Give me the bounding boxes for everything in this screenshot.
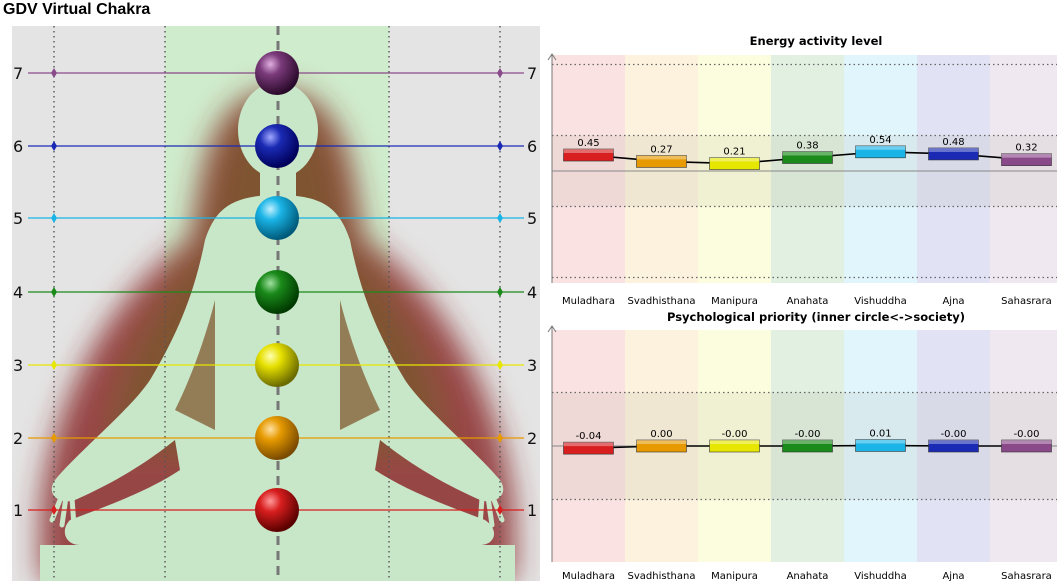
psych-bar-sahasrara[interactable] (1001, 439, 1052, 453)
energy-bar-sahasrara[interactable] (1001, 153, 1052, 166)
level-marker-left-6 (51, 141, 57, 151)
energy-category-label: Sahasrara (1001, 296, 1052, 307)
level-marker-right-7 (497, 68, 503, 78)
energy-band-muladhara (552, 55, 625, 283)
level-label-left-3: 3 (13, 356, 23, 375)
energy-band-anahata (771, 55, 844, 283)
energy-category-label: Anahata (787, 296, 829, 307)
energy-value-label: 0.21 (723, 147, 745, 158)
level-marker-right-2 (497, 433, 503, 443)
psych-bar-vishuddha[interactable] (855, 439, 906, 452)
level-label-right-5: 5 (527, 209, 537, 228)
energy-activity-chart: Energy activity level 0.45 0.27 0.21 0.38 0.… (547, 34, 1057, 307)
psych-bar-svadhisthana[interactable] (636, 439, 687, 453)
level-label-left-6: 6 (13, 137, 23, 156)
psych-gridlines (552, 391, 1057, 501)
energy-bar-vishuddha[interactable] (855, 145, 906, 159)
psych-category-label: Anahata (787, 571, 829, 581)
psych-y-axis-arrow (547, 325, 557, 333)
energy-bar-manipura[interactable] (709, 157, 760, 170)
level-marker-right-5 (497, 213, 503, 223)
energy-category-label: Manipura (711, 296, 758, 307)
level-label-right-7: 7 (527, 64, 537, 83)
psych-value-label: -0.00 (722, 429, 748, 440)
level-label-left-5: 5 (13, 209, 23, 228)
energy-band-sahasrara (990, 55, 1057, 283)
level-label-right-1: 1 (527, 501, 537, 520)
energy-gridlines (552, 63, 1057, 279)
level-marker-left-5 (51, 213, 57, 223)
chakra-sphere-muladhara[interactable] (255, 488, 299, 532)
level-marker-left-7 (51, 68, 57, 78)
energy-band-ajna (917, 55, 990, 283)
level-label-left-1: 1 (13, 501, 23, 520)
level-label-left-7: 7 (13, 64, 23, 83)
psych-category-label: Muladhara (562, 571, 615, 581)
level-marker-left-1 (51, 505, 57, 515)
psych-category-label: Sahasrara (1001, 571, 1052, 581)
level-label-right-2: 2 (527, 429, 537, 448)
level-label-left-2: 2 (13, 429, 23, 448)
level-marker-right-6 (497, 141, 503, 151)
chakra-sphere-ajna[interactable] (255, 124, 299, 168)
chakra-sphere-manipura[interactable] (255, 343, 299, 387)
energy-value-label: 0.45 (577, 138, 599, 149)
energy-value-label: 0.38 (796, 141, 818, 152)
energy-chart-title: Energy activity level (750, 34, 883, 48)
app-title: GDV Virtual Chakra (3, 1, 151, 18)
psych-value-label: 0.00 (650, 429, 672, 440)
level-label-right-3: 3 (527, 356, 537, 375)
chakra-sphere-vishuddha[interactable] (255, 196, 299, 240)
level-label-left-4: 4 (13, 283, 23, 302)
energy-bar-anahata[interactable] (782, 151, 833, 164)
psych-category-label: Ajna (942, 571, 964, 581)
psych-value-label: -0.00 (1014, 429, 1040, 440)
energy-category-label: Svadhisthana (628, 296, 696, 307)
psych-bar-muladhara[interactable] (563, 441, 614, 455)
energy-category-label: Vishuddha (854, 296, 906, 307)
chakra-sphere-sahasrara[interactable] (255, 51, 299, 95)
energy-value-label: 0.32 (1015, 143, 1037, 154)
energy-category-label: Muladhara (562, 296, 615, 307)
energy-value-label: 0.27 (650, 144, 672, 155)
chakra-sphere-svadhisthana[interactable] (255, 416, 299, 460)
psych-value-label: -0.00 (941, 429, 967, 440)
energy-bar-ajna[interactable] (928, 147, 979, 161)
level-label-right-6: 6 (527, 137, 537, 156)
psych-bar-ajna[interactable] (928, 439, 979, 453)
level-label-right-4: 4 (527, 283, 537, 302)
energy-y-axis-arrow (547, 53, 557, 61)
level-marker-left-2 (51, 433, 57, 443)
psych-chart-title: Psychological priority (inner circle<->s… (667, 310, 965, 324)
level-marker-left-3 (51, 360, 57, 370)
psych-value-label: 0.01 (869, 428, 891, 439)
level-marker-right-3 (497, 360, 503, 370)
energy-band-svadhisthana (625, 55, 698, 283)
chakra-figure-panel: 7 6 5 4 3 2 1 7 6 5 4 3 2 1 (12, 26, 540, 581)
energy-value-label: 0.54 (869, 135, 891, 146)
psych-category-label: Vishuddha (854, 571, 906, 581)
psych-category-label: Manipura (711, 571, 758, 581)
psych-bar-manipura[interactable] (709, 439, 760, 453)
level-marker-right-4 (497, 287, 503, 297)
energy-band-vishuddha (844, 55, 917, 283)
psych-bar-anahata[interactable] (782, 439, 833, 453)
psychological-priority-chart: Psychological priority (inner circle<->s… (547, 310, 1057, 581)
energy-value-label: 0.48 (942, 137, 964, 148)
energy-bar-svadhisthana[interactable] (636, 155, 687, 168)
energy-bar-muladhara[interactable] (563, 148, 614, 162)
energy-category-label: Ajna (942, 296, 964, 307)
level-marker-left-4 (51, 287, 57, 297)
psych-category-label: Svadhisthana (628, 571, 696, 581)
psych-value-label: -0.04 (576, 431, 602, 442)
psych-value-label: -0.00 (795, 429, 821, 440)
chakra-sphere-anahata[interactable] (255, 270, 299, 314)
level-marker-right-1 (497, 505, 503, 515)
